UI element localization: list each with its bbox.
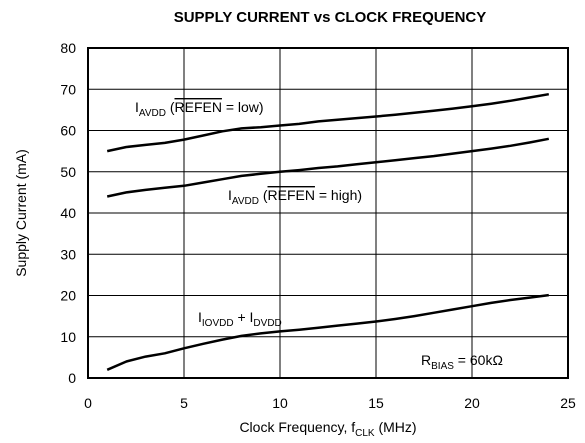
y-tick-label: 40 [60, 205, 76, 221]
label-part: REFEN [175, 99, 222, 115]
label-part: = 60kΩ [454, 352, 503, 368]
y-tick-label: 0 [68, 370, 76, 386]
line [106, 92, 550, 153]
label-part: ( [259, 187, 268, 203]
x-tick-label: 25 [560, 395, 576, 411]
label-part: I [228, 187, 232, 203]
x-tick-label: 15 [368, 395, 384, 411]
label-part: AVDD [232, 196, 259, 207]
label-part: = low) [222, 99, 264, 115]
y-axis-label: Supply Current (mA) [13, 149, 29, 277]
y-tick-label: 10 [60, 329, 76, 345]
label-part: REFEN [268, 187, 315, 203]
annotation: RBIAS = 60kΩ [421, 352, 503, 372]
line [106, 137, 550, 198]
label-part: I [135, 99, 139, 115]
label-part: BIAS [431, 361, 454, 372]
line [106, 293, 549, 371]
label-part: DVDD [253, 318, 281, 329]
label-part: (MHz) [375, 419, 417, 435]
plot-frame [87, 47, 569, 379]
x-axis-label: Clock Frequency, fCLK (MHz) [239, 419, 416, 439]
label-part: R [421, 352, 431, 368]
x-tick-label: 20 [464, 395, 480, 411]
label-part: + I [234, 309, 254, 325]
label-part: Clock Frequency, f [239, 419, 355, 435]
series-label: IAVDD (REFEN = low) [135, 99, 264, 119]
label-part: AVDD [139, 108, 166, 119]
x-tick-label: 5 [180, 395, 188, 411]
label-part: I [198, 309, 202, 325]
series-label: IIOVDD + IDVDD [198, 309, 282, 329]
chart-title: SUPPLY CURRENT vs CLOCK FREQUENCY [174, 9, 487, 26]
y-tick-label: 30 [60, 246, 76, 262]
y-tick-label: 60 [60, 123, 76, 139]
label-part: ( [166, 99, 175, 115]
label-part: IOVDD [202, 318, 234, 329]
label-part: CLK [355, 428, 375, 439]
y-tick-label: 20 [60, 288, 76, 304]
series-label: IAVDD (REFEN = high) [228, 187, 362, 207]
x-tick-label: 0 [84, 395, 92, 411]
y-tick-label: 80 [60, 40, 76, 56]
y-tick-label: 70 [60, 81, 76, 97]
y-tick-label: 50 [60, 164, 76, 180]
x-tick-label: 10 [272, 395, 288, 411]
label-part: = high) [315, 187, 362, 203]
